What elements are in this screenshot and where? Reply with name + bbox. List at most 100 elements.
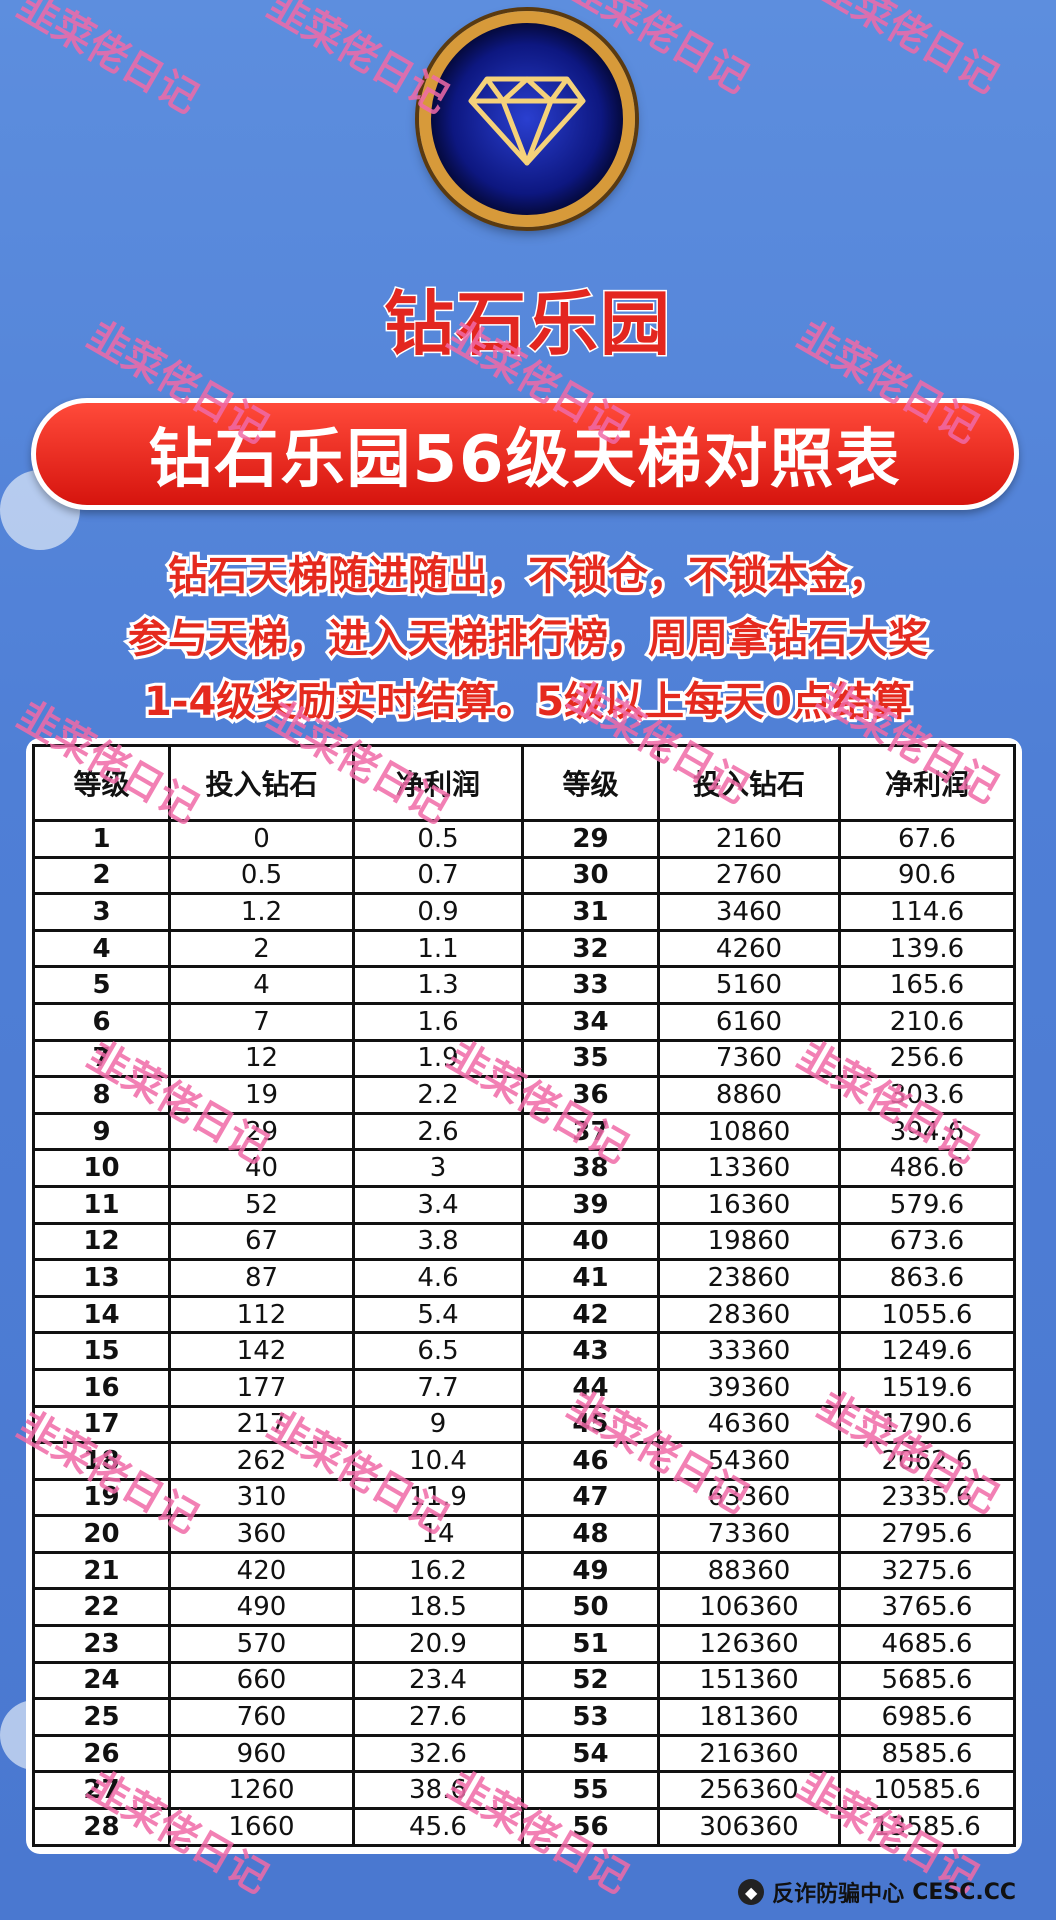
profit-cell: 6985.6 — [838, 1697, 1016, 1737]
profit-cell: 4685.6 — [838, 1624, 1016, 1664]
profit-cell: 11.9 — [352, 1477, 524, 1518]
profit-cell: 3.8 — [352, 1221, 524, 1262]
invest-cell: 4260 — [657, 928, 841, 969]
table-row: 11 52 3.4 39 16360 579.6 — [32, 1184, 1016, 1225]
invest-cell: 360 — [168, 1514, 355, 1554]
invest-cell: 63360 — [657, 1477, 841, 1518]
table-row: 20 360 14 48 73360 2795.6 — [32, 1514, 1016, 1554]
invest-cell: 1660 — [168, 1807, 355, 1847]
watermark: 韭菜佬日记 — [809, 0, 1007, 103]
invest-cell: 52 — [168, 1184, 355, 1225]
level-cell: 3 — [32, 892, 171, 932]
table-row: 21 420 16.2 49 88360 3275.6 — [32, 1550, 1016, 1591]
profit-cell: 210.6 — [838, 1001, 1016, 1042]
invest-cell: 216360 — [657, 1733, 841, 1774]
invest-cell: 13360 — [657, 1148, 841, 1188]
level-cell: 47 — [521, 1477, 660, 1518]
table-row: 3 1.2 0.9 31 3460 114.6 — [32, 892, 1016, 932]
level-cell: 19 — [32, 1477, 171, 1518]
level-cell: 48 — [521, 1514, 660, 1554]
profit-cell: 45.6 — [352, 1807, 524, 1847]
level-cell: 46 — [521, 1441, 660, 1481]
invest-cell: 960 — [168, 1733, 355, 1774]
profit-cell: 18.5 — [352, 1587, 524, 1628]
level-cell: 17 — [32, 1404, 171, 1445]
table-row: 25 760 27.6 53 181360 6985.6 — [32, 1697, 1016, 1737]
level-cell: 50 — [521, 1587, 660, 1628]
invest-cell: 19860 — [657, 1221, 841, 1262]
profit-cell: 38.6 — [352, 1770, 524, 1811]
invest-cell: 660 — [168, 1660, 355, 1701]
profit-cell: 114.6 — [838, 892, 1016, 932]
level-cell: 28 — [32, 1807, 171, 1847]
profit-cell: 23.4 — [352, 1660, 524, 1701]
invest-cell: 73360 — [657, 1514, 841, 1554]
invest-cell: 1.2 — [168, 892, 355, 932]
profit-cell: 4.6 — [352, 1258, 524, 1298]
level-cell: 37 — [521, 1111, 660, 1152]
intro-line: 1-4级奖励实时结算。5级以上每天0点结算 — [141, 676, 915, 728]
profit-cell: 3.4 — [352, 1184, 524, 1225]
level-cell: 25 — [32, 1697, 171, 1737]
table-row: 9 29 2.6 37 10860 394.6 — [32, 1111, 1016, 1152]
invest-cell: 256360 — [657, 1770, 841, 1811]
profit-cell: 139.6 — [838, 928, 1016, 969]
table-row: 16 177 7.7 44 39360 1519.6 — [32, 1367, 1016, 1408]
table-row: 18 262 10.4 46 54360 2062.6 — [32, 1441, 1016, 1481]
intro-text: 钻石天梯随进随出，不锁仓，不锁本金， 参与天梯，进入天梯排行榜，周周拿钻石大奖 … — [0, 545, 1056, 734]
level-cell: 44 — [521, 1367, 660, 1408]
level-cell: 31 — [521, 892, 660, 932]
level-cell: 30 — [521, 855, 660, 896]
profit-cell: 27.6 — [352, 1697, 524, 1737]
invest-cell: 126360 — [657, 1624, 841, 1664]
level-cell: 53 — [521, 1697, 660, 1737]
level-cell: 35 — [521, 1038, 660, 1079]
table-row: 7 12 1.9 35 7360 256.6 — [32, 1038, 1016, 1079]
level-cell: 24 — [32, 1660, 171, 1701]
banner-title: 钻石乐园56级天梯对照表 — [31, 398, 1019, 510]
level-cell: 10 — [32, 1148, 171, 1188]
footer-credit: ◆ 反诈防骗中心 CESC.CC — [738, 1876, 1016, 1908]
table-row: 8 19 2.2 36 8860 303.6 — [32, 1075, 1016, 1115]
table-row: 6 7 1.6 34 6160 210.6 — [32, 1001, 1016, 1042]
invest-cell: 46360 — [657, 1404, 841, 1445]
level-cell: 16 — [32, 1367, 171, 1408]
level-cell: 8 — [32, 1075, 171, 1115]
profit-cell: 2062.6 — [838, 1441, 1016, 1481]
profit-cell: 863.6 — [838, 1258, 1016, 1298]
invest-cell: 7 — [168, 1001, 355, 1042]
profit-cell: 32.6 — [352, 1733, 524, 1774]
level-cell: 45 — [521, 1404, 660, 1445]
level-cell: 9 — [32, 1111, 171, 1152]
level-cell: 18 — [32, 1441, 171, 1481]
level-cell: 1 — [32, 819, 171, 859]
level-cell: 13 — [32, 1258, 171, 1298]
column-header: 等级 — [521, 744, 660, 822]
level-cell: 23 — [32, 1624, 171, 1664]
watermark: 韭菜佬日记 — [9, 0, 207, 123]
invest-cell: 2 — [168, 928, 355, 969]
profit-cell: 2795.6 — [838, 1514, 1016, 1554]
profit-cell: 673.6 — [838, 1221, 1016, 1262]
profit-cell: 3 — [352, 1148, 524, 1188]
level-cell: 38 — [521, 1148, 660, 1188]
level-cell: 29 — [521, 819, 660, 859]
level-cell: 52 — [521, 1660, 660, 1701]
profit-cell: 10585.6 — [838, 1770, 1016, 1811]
profit-cell: 256.6 — [838, 1038, 1016, 1079]
profit-cell: 0.7 — [352, 855, 524, 896]
profit-cell: 1055.6 — [838, 1294, 1016, 1335]
level-cell: 27 — [32, 1770, 171, 1811]
profit-cell: 20.9 — [352, 1624, 524, 1664]
table-row: 4 2 1.1 32 4260 139.6 — [32, 928, 1016, 969]
level-cell: 54 — [521, 1733, 660, 1774]
invest-cell: 0 — [168, 819, 355, 859]
level-cell: 34 — [521, 1001, 660, 1042]
invest-cell: 5160 — [657, 965, 841, 1005]
invest-cell: 112 — [168, 1294, 355, 1335]
level-cell: 36 — [521, 1075, 660, 1115]
invest-cell: 88360 — [657, 1550, 841, 1591]
level-cell: 32 — [521, 928, 660, 969]
invest-cell: 142 — [168, 1331, 355, 1371]
level-cell: 20 — [32, 1514, 171, 1554]
